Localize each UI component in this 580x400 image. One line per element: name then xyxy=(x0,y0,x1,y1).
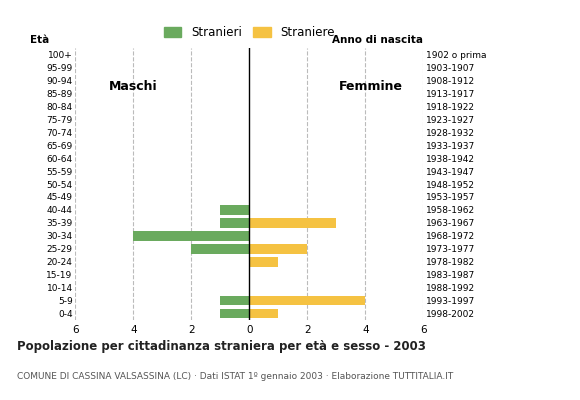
Bar xyxy=(220,296,249,306)
Bar xyxy=(249,218,336,228)
Bar xyxy=(249,257,278,266)
Bar xyxy=(133,231,249,241)
Text: Maschi: Maschi xyxy=(109,80,158,93)
Bar xyxy=(220,309,249,318)
Bar xyxy=(220,218,249,228)
Bar xyxy=(249,244,307,254)
Text: COMUNE DI CASSINA VALSASSINA (LC) · Dati ISTAT 1º gennaio 2003 · Elaborazione TU: COMUNE DI CASSINA VALSASSINA (LC) · Dati… xyxy=(17,372,454,381)
Text: Età: Età xyxy=(30,35,49,45)
Text: Popolazione per cittadinanza straniera per età e sesso - 2003: Popolazione per cittadinanza straniera p… xyxy=(17,340,426,353)
Bar xyxy=(249,296,365,306)
Bar xyxy=(249,309,278,318)
Bar xyxy=(220,205,249,215)
Text: Femmine: Femmine xyxy=(339,80,403,93)
Bar xyxy=(191,244,249,254)
Text: Anno di nascita: Anno di nascita xyxy=(332,35,423,45)
Legend: Stranieri, Straniere: Stranieri, Straniere xyxy=(159,21,340,44)
